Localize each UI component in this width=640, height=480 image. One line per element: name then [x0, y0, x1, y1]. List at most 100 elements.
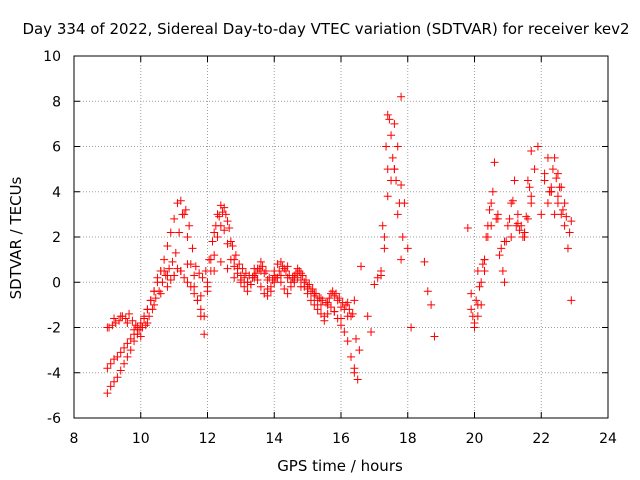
- data-point: [427, 300, 436, 309]
- data-point: [223, 239, 232, 248]
- data-point: [243, 278, 252, 287]
- data-point: [477, 278, 486, 287]
- data-point: [397, 92, 406, 101]
- data-point: [176, 266, 185, 275]
- data-point: [263, 291, 272, 300]
- data-point: [397, 180, 406, 189]
- data-point: [141, 321, 150, 330]
- data-point: [547, 183, 556, 192]
- data-point: [331, 289, 340, 298]
- data-point: [560, 199, 569, 208]
- data-point: [160, 255, 169, 264]
- data-point: [223, 217, 232, 226]
- data-point: [558, 205, 567, 214]
- data-point: [337, 314, 345, 323]
- data-point: [560, 221, 569, 230]
- data-point: [395, 199, 404, 208]
- data-point: [231, 251, 240, 260]
- data-point: [500, 278, 509, 287]
- data-point: [468, 312, 477, 321]
- data-point: [345, 305, 354, 314]
- data-point: [216, 257, 225, 266]
- data-point: [370, 280, 379, 289]
- data-point: [115, 316, 124, 325]
- data-point: [480, 255, 489, 264]
- data-point: [198, 273, 207, 282]
- data-point: [315, 294, 324, 303]
- data-point: [397, 255, 406, 264]
- data-point: [218, 208, 227, 217]
- data-point: [276, 257, 285, 266]
- data-point: [348, 309, 357, 318]
- data-point: [390, 165, 399, 174]
- data-point: [343, 312, 352, 321]
- data-point: [168, 257, 177, 266]
- data-point: [512, 221, 521, 230]
- data-point: [116, 366, 125, 375]
- data-point: [338, 298, 347, 307]
- data-point: [562, 212, 571, 221]
- data-point: [116, 348, 125, 357]
- data-point: [276, 271, 285, 280]
- data-point: [275, 266, 284, 275]
- data-point: [163, 242, 172, 251]
- data-point: [518, 233, 527, 241]
- data-point: [513, 219, 522, 228]
- data-point: [113, 373, 122, 382]
- data-point: [123, 339, 132, 348]
- data-point: [228, 242, 237, 251]
- data-point: [103, 389, 112, 398]
- y-tick-label: 6: [52, 140, 61, 156]
- data-point: [313, 305, 322, 314]
- data-point: [143, 318, 152, 327]
- data-point: [316, 300, 325, 309]
- data-point: [110, 377, 119, 386]
- x-tick-label: 24: [599, 431, 617, 447]
- data-point: [156, 289, 165, 298]
- data-point: [181, 205, 190, 214]
- data-point: [383, 192, 392, 201]
- data-point: [310, 300, 319, 309]
- data-point: [308, 285, 317, 294]
- data-point: [280, 264, 289, 273]
- data-point: [393, 142, 402, 151]
- data-point: [523, 176, 532, 185]
- data-point: [238, 264, 247, 273]
- data-point: [285, 271, 294, 280]
- data-point: [482, 233, 491, 241]
- x-tick-label: 22: [532, 431, 550, 447]
- data-point: [226, 237, 235, 246]
- data-point: [160, 266, 169, 275]
- data-point: [488, 187, 497, 196]
- data-point: [550, 153, 559, 162]
- data-point: [111, 318, 120, 327]
- data-point: [288, 273, 297, 282]
- data-point: [210, 228, 219, 237]
- data-point: [125, 309, 134, 318]
- data-point: [273, 260, 282, 269]
- data-point: [472, 296, 481, 305]
- x-tick-label: 12: [199, 431, 217, 447]
- data-point: [507, 199, 516, 208]
- data-point: [311, 289, 320, 298]
- data-point: [128, 316, 137, 325]
- data-point: [352, 334, 361, 343]
- data-point: [293, 264, 302, 273]
- data-point: [515, 226, 524, 235]
- data-point: [106, 382, 115, 391]
- data-point: [398, 233, 407, 241]
- data-point: [188, 244, 197, 253]
- data-point: [203, 282, 212, 291]
- data-point: [138, 323, 147, 332]
- chart-title: Day 334 of 2022, Sidereal Day-to-day VTE…: [22, 20, 629, 38]
- data-point: [388, 153, 397, 162]
- data-point: [553, 169, 562, 178]
- data-point: [507, 233, 516, 241]
- x-tick-label: 8: [70, 431, 79, 447]
- data-point: [268, 275, 277, 284]
- y-tick-label: 2: [52, 230, 61, 246]
- data-point: [180, 273, 189, 282]
- data-point: [530, 165, 539, 174]
- data-point: [260, 269, 269, 278]
